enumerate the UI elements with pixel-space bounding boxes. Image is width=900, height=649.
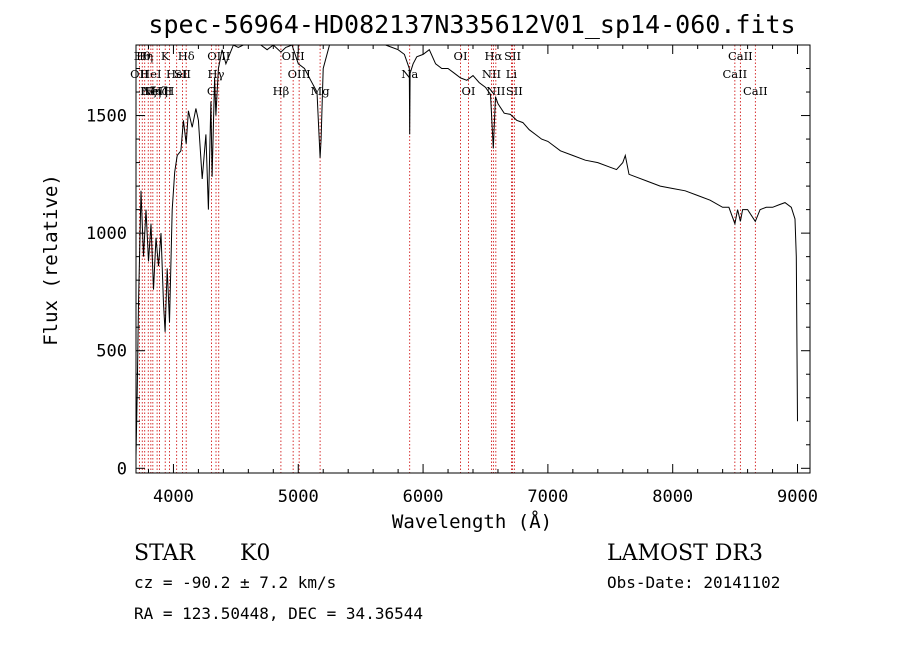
x-tick-label: 4000	[153, 487, 194, 507]
y-tick-label: 500	[96, 342, 127, 362]
chart-title: spec-56964-HD082137N335612V01_sp14-060.f…	[148, 10, 795, 39]
line-label: HeI	[166, 67, 187, 81]
line-label: NeIII	[142, 84, 173, 98]
line-label: Mg	[311, 84, 331, 98]
line-label: OII	[130, 67, 149, 81]
line-label: K	[161, 49, 170, 63]
line-label: Hγ	[208, 67, 225, 81]
line-label: Hζ	[140, 84, 156, 98]
redshift-cz: cz = -90.2 ± 7.2 km/s	[134, 573, 336, 592]
line-label: Hβ	[273, 84, 290, 98]
x-tick-label: 6000	[403, 487, 444, 507]
line-label: Hη	[136, 49, 153, 63]
x-axis-ticks: 4000 5000 6000 7000 8000 9000	[147, 45, 818, 507]
x-tick-label: 7000	[527, 487, 568, 507]
y-tick-label: 0	[117, 459, 127, 479]
line-label: OI	[462, 84, 476, 98]
spectral-line-markers	[138, 45, 756, 473]
x-tick-label: 8000	[652, 487, 693, 507]
x-tick-label: 9000	[777, 487, 818, 507]
line-label: Hη	[144, 84, 161, 98]
line-label: OIII	[282, 49, 305, 63]
line-label: SII	[174, 67, 191, 81]
line-label: Hα	[484, 49, 502, 63]
coordinates: RA = 123.50448, DEC = 34.36544	[134, 604, 423, 623]
object-subclass: K0	[240, 541, 270, 566]
line-label: Hδ	[178, 49, 195, 63]
line-label: CaII	[722, 67, 747, 81]
line-label: Hθ	[134, 49, 151, 63]
line-label: CaII	[728, 49, 753, 63]
line-label: OIII	[288, 67, 311, 81]
line-label: H	[164, 84, 174, 98]
line-label: SII	[506, 84, 523, 98]
line-label: Li	[506, 67, 518, 81]
survey-name: LAMOST DR3	[607, 541, 763, 566]
y-axis-ticks: 0 500 1000 1500	[86, 68, 810, 479]
object-class: STAR	[134, 541, 196, 566]
line-label: SII	[504, 49, 521, 63]
obs-date: Obs-Date: 20141102	[607, 573, 780, 592]
x-tick-label: 5000	[278, 487, 319, 507]
spectral-line-labels: OIIHθHηHζHeIHηNeIIIHζKHHeISIIHδGHγOIIIHβ…	[130, 49, 768, 98]
line-label: Hζ	[151, 84, 167, 98]
y-tick-label: 1500	[86, 107, 127, 127]
x-axis-label: Wavelength (Å)	[392, 510, 552, 533]
line-label: HeI	[140, 67, 161, 81]
spectrum-series-line	[135, 44, 798, 457]
y-tick-label: 1000	[86, 224, 127, 244]
line-label: CaII	[743, 84, 768, 98]
line-label: G	[207, 84, 216, 98]
line-label: NII	[482, 67, 501, 81]
line-label: OI	[454, 49, 468, 63]
y-axis-label: Flux (relative)	[40, 174, 62, 346]
plot-frame	[135, 44, 811, 474]
line-label: NII	[486, 84, 505, 98]
